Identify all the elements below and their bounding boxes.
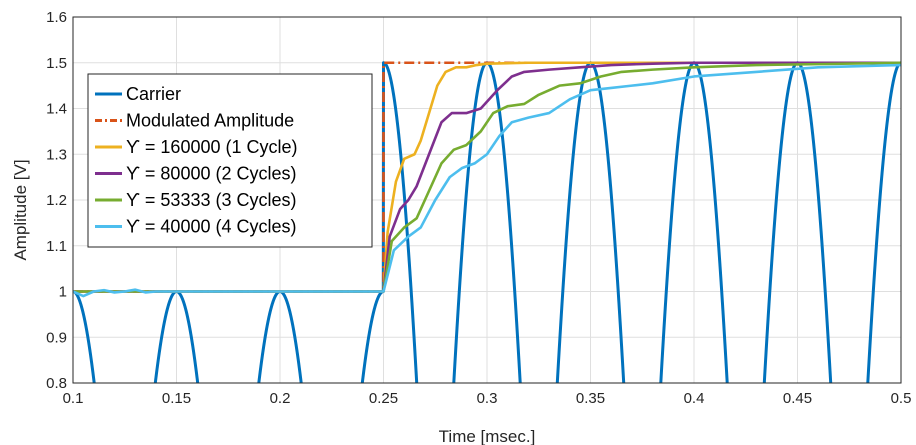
x-tick-label: 0.1 [63, 390, 84, 407]
y-tick-label: 1.4 [46, 101, 67, 118]
x-tick-label: 0.35 [576, 390, 605, 407]
x-axis-title: Time [msec.] [439, 427, 536, 445]
legend-label: ϒ = 53333 (3 Cycles) [126, 190, 296, 210]
y-tick-label: 1.2 [46, 192, 67, 209]
legend: Carrier Modulated Amplitude ϒ = 160000 (1 … [87, 73, 373, 248]
x-tick-label: 0.4 [684, 390, 705, 407]
y-tick-label: 1.1 [46, 238, 67, 255]
y-tick-label: 0.9 [46, 329, 67, 346]
legend-box [87, 73, 373, 248]
legend-label: Modulated Amplitude [126, 111, 294, 131]
series-line-160000-1-cycle [73, 61, 901, 293]
x-tick-label: 0.3 [477, 390, 498, 407]
y-tick-label: 0.8 [46, 375, 67, 392]
y-tick-label: 1 [59, 284, 67, 301]
series-line-40000-4-cycles [73, 63, 901, 298]
axes-box [72, 16, 902, 384]
x-tick-label: 0.5 [891, 390, 912, 407]
y-axis-title: Amplitude [V] [11, 159, 30, 260]
series-group [73, 61, 901, 383]
legend-label: ϒ = 80000 (2 Cycles) [126, 164, 296, 184]
x-tick-label: 0.2 [270, 390, 291, 407]
legend-label: ϒ = 160000 (1 Cycle) [126, 137, 298, 157]
y-tick-label: 1.3 [46, 146, 67, 163]
x-tick-label: 0.25 [369, 390, 398, 407]
series-line-53333-3-cycles [73, 61, 901, 293]
x-tick-label: 0.45 [783, 390, 812, 407]
legend-label: ϒ = 40000 (4 Cycles) [126, 217, 296, 237]
series-line-80000-2-cycles [73, 61, 901, 293]
legend-label: Carrier [126, 84, 181, 104]
x-tick-label: 0.15 [162, 390, 191, 407]
y-tick-label: 1.6 [46, 9, 67, 26]
y-tick-label: 1.5 [46, 55, 67, 72]
